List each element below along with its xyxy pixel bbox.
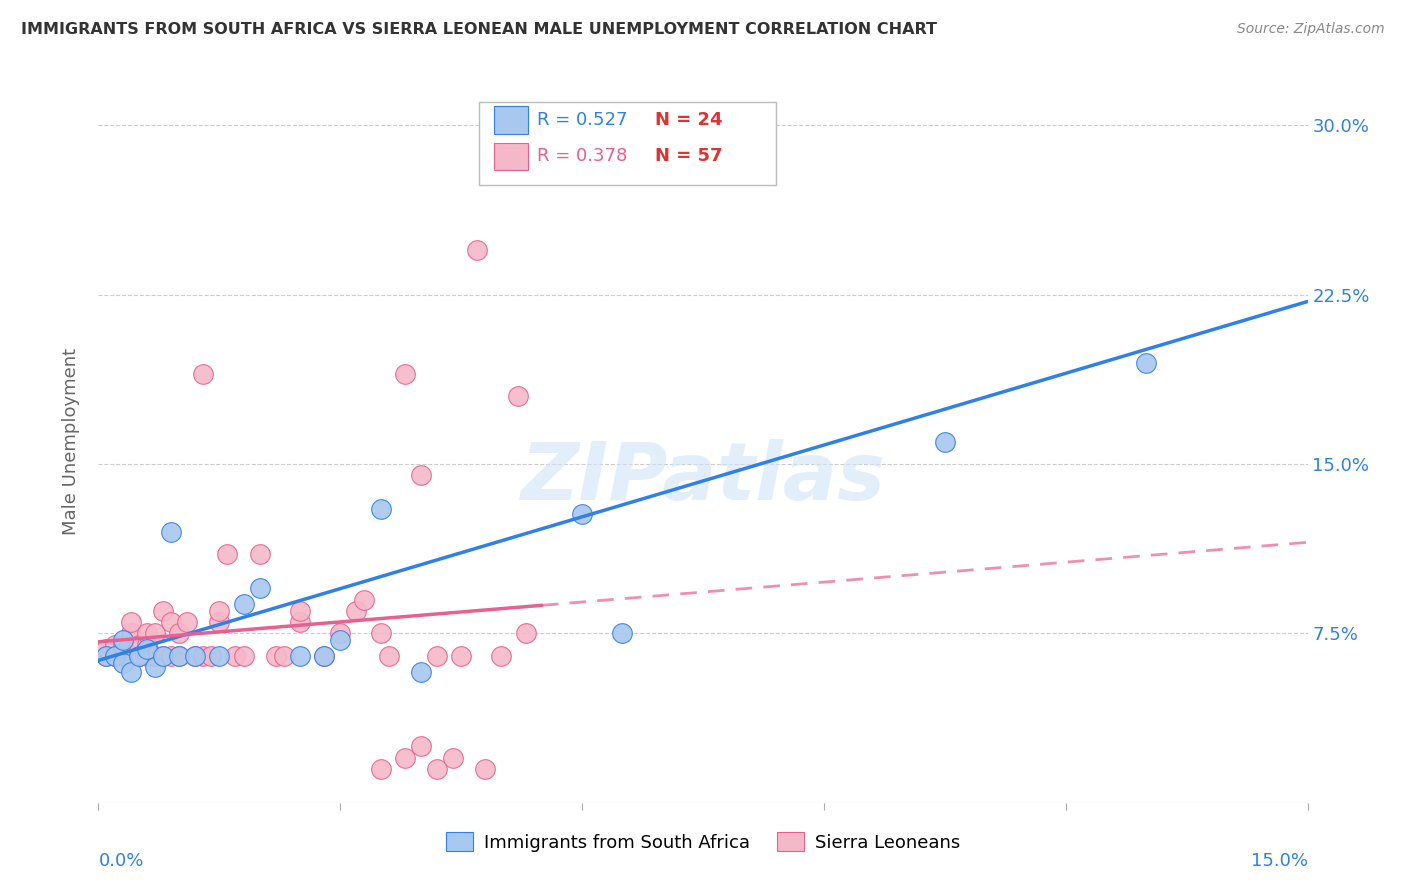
Point — [143, 648, 166, 663]
Point — [135, 642, 157, 657]
Point — [128, 648, 150, 663]
Point — [515, 626, 537, 640]
Y-axis label: Male Unemployment: Male Unemployment — [62, 348, 80, 535]
Point — [409, 468, 432, 483]
Point — [426, 762, 449, 776]
Point — [152, 648, 174, 663]
Point — [96, 648, 118, 663]
Point — [329, 633, 352, 648]
Point — [273, 648, 295, 663]
Point — [370, 626, 392, 640]
Point — [232, 648, 254, 663]
Point — [160, 524, 183, 539]
Point — [249, 548, 271, 562]
Point — [111, 633, 134, 648]
Point — [394, 367, 416, 381]
Point — [217, 548, 239, 562]
Point — [934, 434, 956, 449]
Point — [103, 648, 125, 663]
Point — [491, 648, 513, 663]
Point — [232, 597, 254, 611]
Point — [288, 648, 311, 663]
Point — [128, 638, 150, 652]
Point — [111, 638, 134, 652]
Point — [120, 626, 142, 640]
FancyBboxPatch shape — [494, 106, 527, 134]
Point — [264, 648, 287, 663]
Point — [120, 615, 142, 630]
Point — [176, 615, 198, 630]
Point — [111, 656, 134, 670]
Point — [377, 648, 399, 663]
Text: N = 24: N = 24 — [655, 111, 723, 128]
Text: 0.0%: 0.0% — [98, 853, 143, 871]
Point — [193, 648, 215, 663]
Point — [111, 648, 134, 663]
Legend: Immigrants from South Africa, Sierra Leoneans: Immigrants from South Africa, Sierra Leo… — [439, 825, 967, 859]
FancyBboxPatch shape — [494, 143, 527, 170]
Point — [288, 615, 311, 630]
Point — [506, 389, 529, 403]
Point — [160, 615, 183, 630]
Point — [128, 648, 150, 663]
Text: N = 57: N = 57 — [655, 147, 723, 165]
Point — [167, 648, 190, 663]
Point — [394, 750, 416, 764]
Point — [409, 665, 432, 679]
Point — [143, 660, 166, 674]
Point — [224, 648, 246, 663]
Point — [344, 604, 367, 618]
Point — [193, 367, 215, 381]
Point — [450, 648, 472, 663]
Point — [103, 638, 125, 652]
Point — [184, 648, 207, 663]
Point — [200, 648, 222, 663]
Point — [314, 648, 336, 663]
Point — [314, 648, 336, 663]
Point — [571, 507, 593, 521]
Point — [167, 626, 190, 640]
Text: ZIPatlas: ZIPatlas — [520, 439, 886, 516]
Point — [184, 648, 207, 663]
Point — [103, 648, 125, 663]
Point — [143, 626, 166, 640]
Point — [160, 648, 183, 663]
Point — [426, 648, 449, 663]
Point — [96, 642, 118, 657]
Point — [353, 592, 375, 607]
Point — [152, 648, 174, 663]
Point — [612, 626, 634, 640]
Point — [370, 502, 392, 516]
Point — [208, 604, 231, 618]
Text: Source: ZipAtlas.com: Source: ZipAtlas.com — [1237, 22, 1385, 37]
Point — [120, 648, 142, 663]
Point — [409, 739, 432, 754]
Text: IMMIGRANTS FROM SOUTH AFRICA VS SIERRA LEONEAN MALE UNEMPLOYMENT CORRELATION CHA: IMMIGRANTS FROM SOUTH AFRICA VS SIERRA L… — [21, 22, 936, 37]
Point — [441, 750, 464, 764]
Point — [288, 604, 311, 618]
Point — [152, 604, 174, 618]
Point — [329, 626, 352, 640]
Point — [96, 648, 118, 663]
Point — [370, 762, 392, 776]
Point — [135, 626, 157, 640]
Point — [135, 638, 157, 652]
FancyBboxPatch shape — [479, 102, 776, 185]
Point — [208, 648, 231, 663]
Text: 15.0%: 15.0% — [1250, 853, 1308, 871]
Point — [474, 762, 496, 776]
Point — [120, 665, 142, 679]
Point — [1135, 355, 1157, 369]
Point — [208, 615, 231, 630]
Text: R = 0.527: R = 0.527 — [537, 111, 628, 128]
Text: R = 0.378: R = 0.378 — [537, 147, 627, 165]
Point — [506, 153, 529, 167]
Point — [465, 243, 488, 257]
Point — [167, 648, 190, 663]
Point — [135, 648, 157, 663]
Point — [249, 582, 271, 596]
